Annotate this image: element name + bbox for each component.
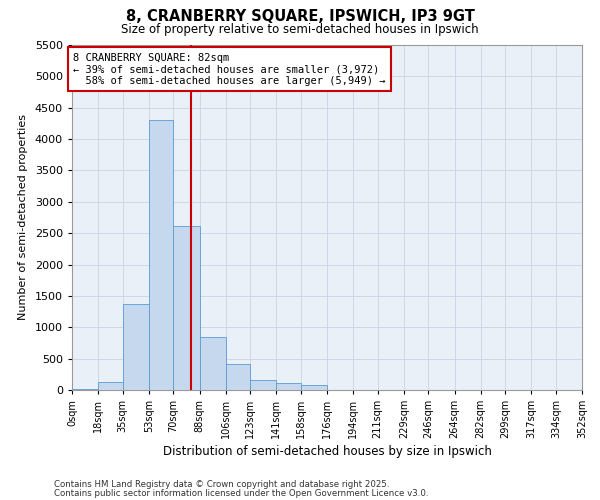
Bar [301,385,327,390]
Text: Contains HM Land Registry data © Crown copyright and database right 2025.: Contains HM Land Registry data © Crown c… [54,480,389,489]
X-axis label: Distribution of semi-detached houses by size in Ipswich: Distribution of semi-detached houses by … [163,446,491,458]
Bar [149,120,173,390]
Bar [123,304,149,390]
Y-axis label: Number of semi-detached properties: Number of semi-detached properties [18,114,28,320]
Bar [250,380,276,390]
Bar [276,383,301,390]
Bar [199,338,226,390]
Bar [72,389,98,390]
Bar [226,364,250,390]
Text: 8 CRANBERRY SQUARE: 82sqm
← 39% of semi-detached houses are smaller (3,972)
  58: 8 CRANBERRY SQUARE: 82sqm ← 39% of semi-… [73,52,386,86]
Text: Contains public sector information licensed under the Open Government Licence v3: Contains public sector information licen… [54,489,428,498]
Text: 8, CRANBERRY SQUARE, IPSWICH, IP3 9GT: 8, CRANBERRY SQUARE, IPSWICH, IP3 9GT [125,9,475,24]
Text: Size of property relative to semi-detached houses in Ipswich: Size of property relative to semi-detach… [121,22,479,36]
Bar [98,382,123,390]
Bar [173,226,200,390]
